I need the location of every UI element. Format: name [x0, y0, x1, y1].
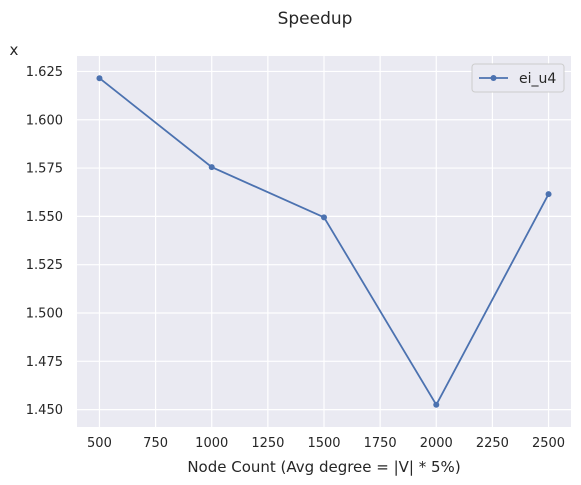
data-point	[321, 214, 327, 221]
legend: ei_u4	[471, 63, 565, 93]
legend-marker-ei-u4	[490, 75, 497, 81]
data-point	[545, 191, 552, 198]
y-tick-label: 1.575	[26, 162, 63, 177]
data-point	[208, 164, 215, 171]
x-tick-label: 750	[143, 436, 168, 451]
data-point	[96, 75, 103, 82]
x-tick-label: 2500	[532, 436, 565, 451]
x-axis-label: Node Count (Avg degree = |V| * 5%)	[187, 458, 460, 476]
data-point	[433, 401, 440, 408]
x-tick-label: 1250	[251, 436, 284, 451]
x-tick-label: 500	[87, 436, 112, 451]
y-tick-label: 1.550	[26, 210, 63, 225]
x-tick-label: 1750	[364, 436, 397, 451]
x-tick-labels: 500 750 1000 1250 1500 1750 2000 2250 2500	[87, 436, 565, 451]
x-tick-label: 1500	[307, 436, 340, 451]
legend-box	[471, 63, 565, 93]
y-tick-label: 1.500	[26, 306, 63, 321]
y-axis-label: x	[10, 41, 19, 59]
x-tick-label: 2250	[476, 436, 509, 451]
x-tick-label: 2000	[420, 436, 453, 451]
legend-label-ei-u4: ei_u4	[519, 71, 556, 87]
chart-title: Speedup	[278, 9, 353, 29]
y-tick-labels: 1.450 1.475 1.500 1.525 1.550 1.575 1.600 1.625	[26, 65, 63, 418]
y-tick-label: 1.525	[26, 258, 63, 273]
y-tick-label: 1.475	[26, 355, 63, 370]
x-tick-label: 1000	[195, 436, 228, 451]
y-tick-label: 1.625	[26, 65, 63, 80]
series-group	[96, 75, 552, 408]
y-tick-label: 1.600	[26, 113, 63, 128]
y-tick-label: 1.450	[26, 403, 63, 418]
